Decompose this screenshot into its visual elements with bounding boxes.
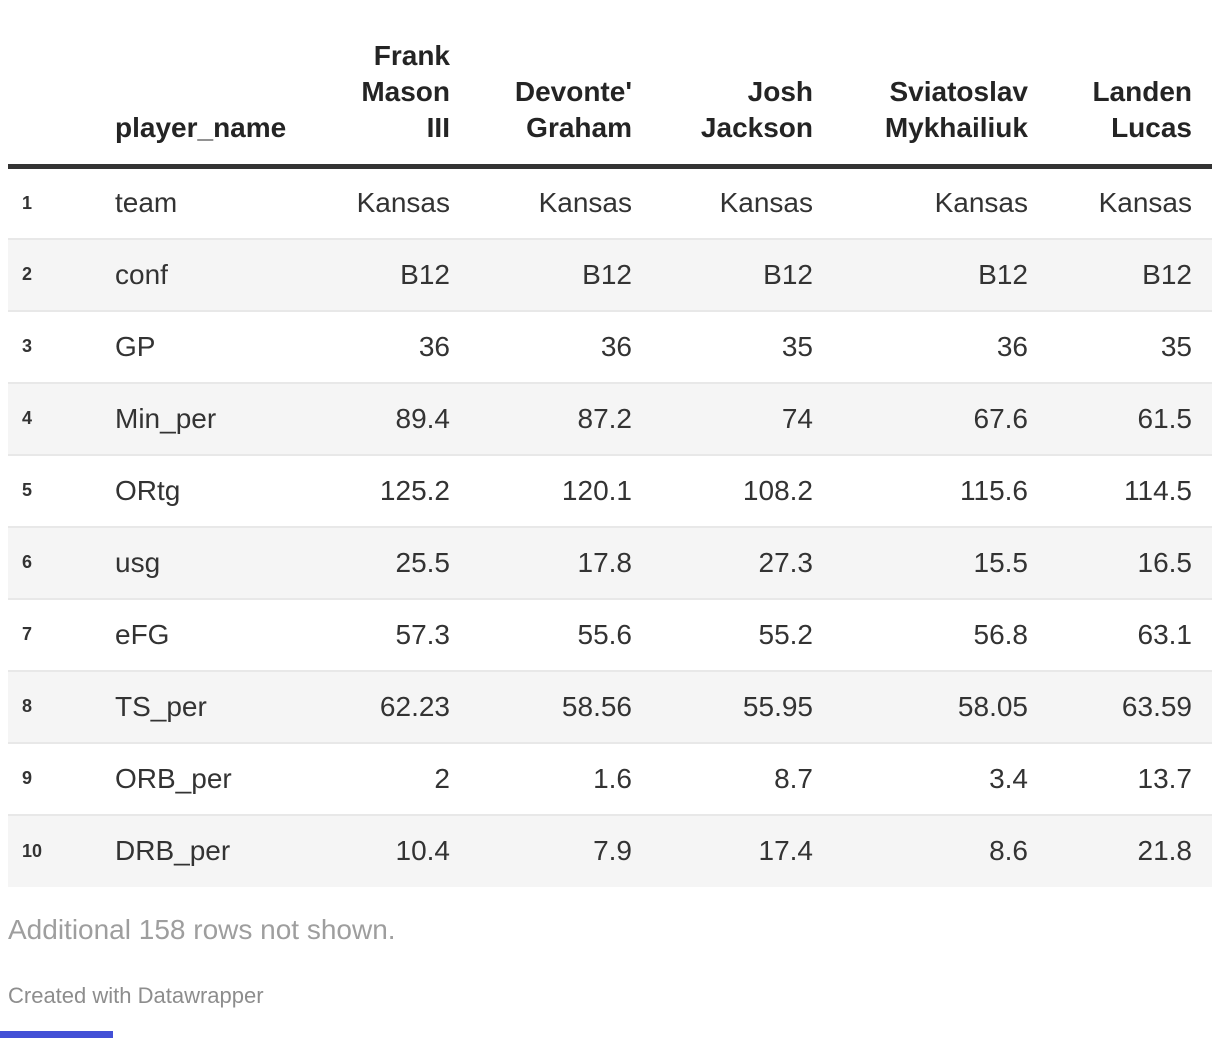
row-number-cell: 9 xyxy=(8,741,105,815)
column-header-player: Sviatoslav Mykhailiuk xyxy=(823,0,1038,169)
value-cell: B12 xyxy=(460,237,642,311)
datawrapper-attribution-link[interactable]: Created with Datawrapper xyxy=(8,982,264,1008)
row-number-cell: 5 xyxy=(8,453,105,527)
stat-name-cell: conf xyxy=(105,237,280,311)
column-header-player: Devonte' Graham xyxy=(460,0,642,169)
row-number-cell: 7 xyxy=(8,597,105,671)
stat-name-cell: eFG xyxy=(105,597,280,671)
value-cell: 58.56 xyxy=(460,669,642,743)
value-cell: 17.8 xyxy=(460,525,642,599)
value-cell: 63.59 xyxy=(1038,669,1212,743)
table-row: 8 TS_per 62.23 58.56 55.95 58.05 63.59 xyxy=(8,669,1212,743)
stat-name-cell: GP xyxy=(105,309,280,383)
value-cell: B12 xyxy=(642,237,823,311)
table-row: 5 ORtg 125.2 120.1 108.2 115.6 114.5 xyxy=(8,453,1212,527)
value-cell: 35 xyxy=(642,309,823,383)
value-cell: 15.5 xyxy=(823,525,1038,599)
table-row: 3 GP 36 36 35 36 35 xyxy=(8,309,1212,383)
value-cell: 55.95 xyxy=(642,669,823,743)
value-cell: Kansas xyxy=(538,187,632,219)
value-cell: 3.4 xyxy=(823,741,1038,815)
value-cell: 115.6 xyxy=(823,453,1038,527)
value-cell: B12 xyxy=(280,237,460,311)
table-row: 9 ORB_per 2 1.6 8.7 3.4 13.7 xyxy=(8,741,1212,815)
value-cell: 58.05 xyxy=(823,669,1038,743)
value-cell: 27.3 xyxy=(642,525,823,599)
column-header-player: Frank Mason III xyxy=(280,0,460,169)
row-number-cell: 8 xyxy=(8,669,105,743)
value-cell: 8.6 xyxy=(823,813,1038,887)
value-cell: 2 xyxy=(280,741,460,815)
stat-name-cell: usg xyxy=(105,525,280,599)
stat-name-cell: team xyxy=(115,187,178,219)
stat-name-cell: ORB_per xyxy=(105,741,280,815)
table-row: 10 DRB_per 10.4 7.9 17.4 8.6 21.8 xyxy=(8,813,1212,887)
row-number-cell: 10 xyxy=(8,813,105,887)
value-cell: 21.8 xyxy=(1038,813,1212,887)
row-number-cell: 3 xyxy=(8,309,105,383)
value-cell: B12 xyxy=(823,237,1038,311)
column-header-player: Landen Lucas xyxy=(1038,0,1212,169)
value-cell: 57.3 xyxy=(280,597,460,671)
value-cell: 55.2 xyxy=(642,597,823,671)
value-cell: 36 xyxy=(280,309,460,383)
table-row: 7 eFG 57.3 55.6 55.2 56.8 63.1 xyxy=(8,597,1212,671)
table-row: 4 Min_per 89.4 87.2 74 67.6 61.5 xyxy=(8,381,1212,455)
value-cell: Kansas xyxy=(719,187,813,219)
value-cell: B12 xyxy=(1038,237,1212,311)
stat-name-cell: ORtg xyxy=(105,453,280,527)
value-cell: 120.1 xyxy=(460,453,642,527)
value-cell: 10.4 xyxy=(280,813,460,887)
value-cell: 56.8 xyxy=(823,597,1038,671)
value-cell: 36 xyxy=(823,309,1038,383)
row-number-cell: 6 xyxy=(8,525,105,599)
value-cell: 25.5 xyxy=(280,525,460,599)
value-cell: Kansas xyxy=(1098,187,1192,219)
value-cell: Kansas xyxy=(356,187,450,219)
value-cell: 74 xyxy=(642,381,823,455)
value-cell: 114.5 xyxy=(1038,453,1212,527)
table-row: 1 team Kansas Kansas Kansas Kansas Kansas xyxy=(8,167,1212,239)
row-number-cell: 1 xyxy=(22,192,33,213)
value-cell: 125.2 xyxy=(280,453,460,527)
stat-name-cell: Min_per xyxy=(105,381,280,455)
value-cell: 17.4 xyxy=(642,813,823,887)
value-cell: Kansas xyxy=(934,187,1028,219)
header-row: player_name Frank Mason III Devonte' Grah… xyxy=(8,0,1212,169)
value-cell: 67.6 xyxy=(823,381,1038,455)
corner-cell xyxy=(8,0,105,169)
stat-name-cell: DRB_per xyxy=(105,813,280,887)
table-row: 2 conf B12 B12 B12 B12 B12 xyxy=(8,237,1212,311)
value-cell: 36 xyxy=(460,309,642,383)
bottom-accent-bar xyxy=(0,1031,113,1038)
column-header-player: Josh Jackson xyxy=(642,0,823,169)
value-cell: 87.2 xyxy=(460,381,642,455)
value-cell: 8.7 xyxy=(642,741,823,815)
value-cell: 13.7 xyxy=(1038,741,1212,815)
value-cell: 108.2 xyxy=(642,453,823,527)
table-body: 1 team Kansas Kansas Kansas Kansas Kansas 2 conf… xyxy=(8,167,1212,887)
value-cell: 35 xyxy=(1038,309,1212,383)
value-cell: 1.6 xyxy=(460,741,642,815)
value-cell: 89.4 xyxy=(280,381,460,455)
rows-not-shown-note: Additional 158 rows not shown. xyxy=(8,913,396,945)
value-cell: 16.5 xyxy=(1038,525,1212,599)
row-number-cell: 4 xyxy=(8,381,105,455)
stats-table: player_name Frank Mason III Devonte' Grah… xyxy=(8,0,1212,887)
value-cell: 63.1 xyxy=(1038,597,1212,671)
value-cell: 7.9 xyxy=(460,813,642,887)
stat-name-cell: TS_per xyxy=(105,669,280,743)
value-cell: 55.6 xyxy=(460,597,642,671)
row-number-cell: 2 xyxy=(8,237,105,311)
table-row: 6 usg 25.5 17.8 27.3 15.5 16.5 xyxy=(8,525,1212,599)
value-cell: 62.23 xyxy=(280,669,460,743)
column-header-player-name: player_name xyxy=(105,0,286,169)
value-cell: 61.5 xyxy=(1038,381,1212,455)
